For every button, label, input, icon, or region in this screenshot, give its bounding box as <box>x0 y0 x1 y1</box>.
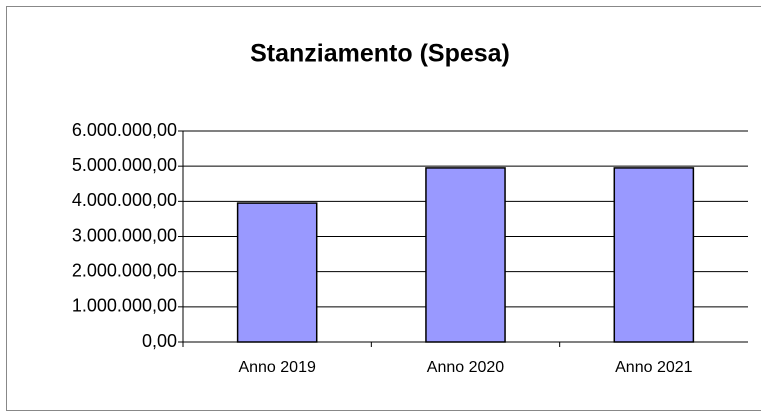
bar <box>425 167 506 343</box>
bar <box>613 167 695 343</box>
y-tick-label: 5.000.000,00 <box>72 155 177 175</box>
y-tick-label: 1.000.000,00 <box>72 296 177 316</box>
x-tick-label: Anno 2021 <box>615 359 693 376</box>
y-tick-label: 6.000.000,00 <box>72 120 177 140</box>
x-tick-label: Anno 2020 <box>427 359 505 376</box>
y-tick-label: 3.000.000,00 <box>72 225 177 245</box>
bar <box>236 202 318 343</box>
y-tick-label: 2.000.000,00 <box>72 260 177 280</box>
y-tick-label: 4.000.000,00 <box>72 190 177 210</box>
chart-title: Stanziamento (Spesa) <box>250 40 510 68</box>
y-tick-label: 0,00 <box>142 331 177 351</box>
x-tick-label: Anno 2019 <box>238 359 316 376</box>
